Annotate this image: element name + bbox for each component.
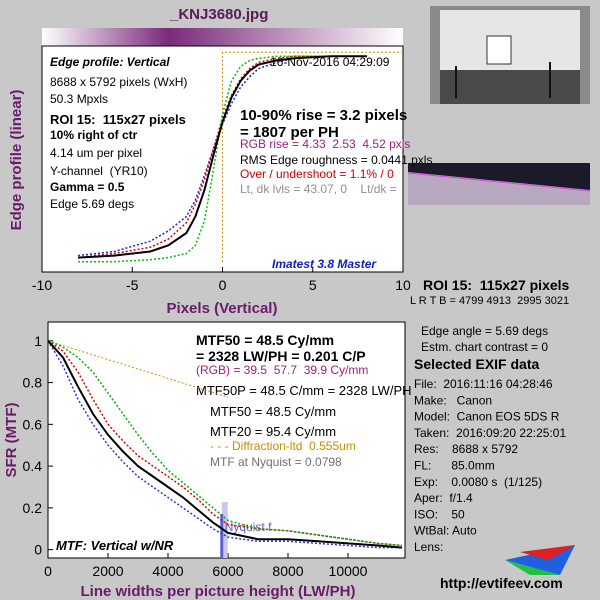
edge-crop (407, 163, 591, 205)
exif-line: FL: 85.0mm (414, 459, 495, 473)
annotation: 50.3 Mpxls (50, 92, 108, 106)
annotation: MTF50 = 48.5 Cy/mm (196, 332, 334, 348)
annotation: MTF20 = 95.4 Cy/mm (210, 424, 336, 439)
x-tick-label: 6000 (212, 563, 243, 579)
series-line (78, 55, 367, 263)
y-tick-label: 0.8 (23, 375, 43, 391)
roi: ROI 15: 115x27 pixels (423, 277, 570, 293)
annotation: 4.14 um per pixel (50, 146, 142, 160)
annotation: (RGB) = 39.5 57.7 39.9 Cy/mm (196, 363, 368, 377)
annotation: MTF at Nyquist = 0.0798 (210, 455, 342, 469)
series-line (47, 340, 403, 547)
series-line (78, 55, 367, 259)
chart-title: MTF: Vertical w/NR (56, 538, 174, 553)
annotation: Gamma = 0.5 (50, 180, 125, 194)
y-tick-label: 0 (34, 542, 42, 558)
series-line (78, 55, 367, 259)
exif-line: Lens: (414, 540, 443, 554)
x-tick-label: 0 (219, 277, 227, 293)
y-tick-label: 0.6 (23, 416, 43, 432)
x-axis-label: Line widths per picture height (LW/PH) (80, 583, 355, 600)
plot-clip (78, 51, 403, 263)
file-title: _KNJ3680.jpg (169, 6, 268, 23)
thumbnail (430, 6, 590, 104)
x-tick-label: 8000 (272, 563, 303, 579)
annotation: Lt, dk lvls = 43.07, 0 Lt/dk = (240, 182, 397, 196)
exif-line: Exp: 0.0080 s (1/125) (414, 475, 542, 489)
annotation: ROI 15: 115x27 pixels (50, 112, 186, 127)
x-tick-label: 10000 (329, 563, 368, 579)
exif-title: Selected EXIF data (414, 356, 539, 372)
exif-line: Aper: f/1.4 (414, 491, 473, 505)
plot-clip: Nyquist f (47, 340, 403, 558)
url[interactable]: http://evtifeev.com (440, 575, 563, 591)
edge-angle: Edge angle = 5.69 degs (421, 324, 548, 338)
x-tick-label: 4000 (152, 563, 183, 579)
x-tick-label: 0 (44, 563, 52, 579)
x-tick-label: -10 (32, 277, 52, 293)
annotation: 10% right of ctr (50, 128, 138, 142)
y-tick-label: 0.2 (23, 500, 43, 516)
logo (505, 545, 575, 575)
y-axis-label: SFR (MTF) (3, 403, 20, 478)
reference-line (47, 340, 229, 398)
plot-area (41, 45, 404, 273)
exif-line: WtBal: Auto (414, 524, 477, 538)
x-tick-label: -5 (126, 277, 139, 293)
annotation: Edge 5.69 degs (50, 197, 134, 211)
exif-line: Taken: 2016:09:20 22:25:01 (414, 426, 566, 440)
annotation: Imatest 3.8 Master (272, 257, 377, 271)
annotation: 10-90% rise = 3.2 pixels (240, 107, 407, 124)
annotation: Y-channel (YR10) (50, 164, 148, 178)
exif-line: Make: Canon (414, 393, 492, 407)
contrast: Estm. chart contrast = 0 (421, 340, 548, 354)
annotation: RMS Edge roughness = 0.0441 pxls (240, 153, 432, 167)
series-line (47, 340, 403, 549)
annotation: MTF50 = 48.5 Cy/mm (210, 404, 336, 419)
x-tick-label: 2000 (92, 563, 123, 579)
annotation: - - - Diffraction-ltd 0.555um (210, 439, 356, 453)
x-tick-label: 5 (309, 277, 317, 293)
annotation: 8688 x 5792 pixels (WxH) (50, 75, 187, 89)
annotation: MTF50P = 48.5 C/mm = 2328 LW/PH (196, 383, 412, 398)
exif-list: File: 2016:11:16 04:28:46 Make: Canon Mode… (414, 377, 566, 554)
annotation: = 1807 per PH (240, 124, 339, 141)
x-tick-label: 10 (395, 277, 411, 293)
annotation: RGB rise = 4.33 2.53 4.52 pxls (240, 137, 410, 151)
chart-title: Edge profile: Vertical (50, 55, 170, 69)
exif-line: Res: 8688 x 5792 (414, 442, 518, 456)
exif-line: Model: Canon EOS 5DS R (414, 410, 560, 424)
annotation: Over / undershoot = 1.1% / 0 (240, 167, 394, 181)
y-tick-label: 1 (34, 333, 42, 349)
y-tick-label: 0.4 (23, 458, 43, 474)
y-axis-label: Edge profile (linear) (8, 90, 25, 231)
lrtb: L R T B = 4799 4913 2995 3021 (410, 295, 569, 307)
exif-line: File: 2016:11:16 04:28:46 (414, 377, 553, 391)
reference-line (222, 51, 403, 262)
exif-line: ISO: 50 (414, 507, 465, 521)
annotation: = 2328 LW/PH = 0.201 C/P (196, 348, 366, 364)
edge-strip (42, 28, 403, 46)
x-axis-label: Pixels (Vertical) (167, 300, 278, 317)
